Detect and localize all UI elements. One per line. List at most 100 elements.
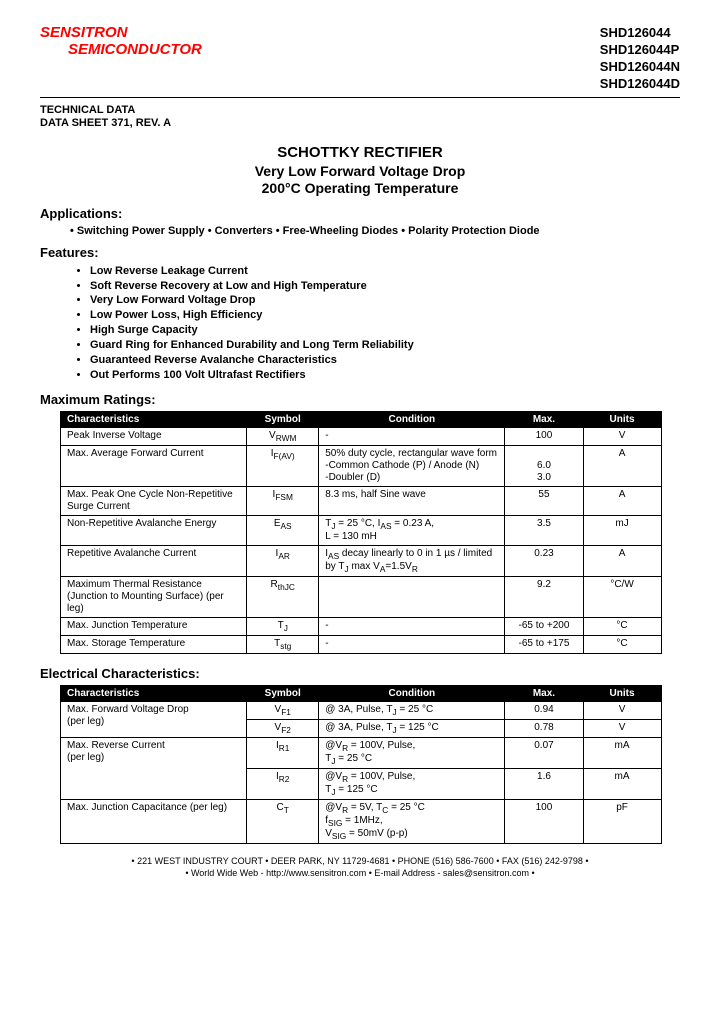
units-cell: A bbox=[583, 487, 661, 516]
units-cell: V bbox=[583, 720, 661, 738]
title-block: SCHOTTKY RECTIFIER Very Low Forward Volt… bbox=[40, 144, 680, 198]
elec-char-table: CharacteristicsSymbolConditionMax.UnitsM… bbox=[60, 685, 662, 844]
table-header-cell: Condition bbox=[319, 412, 505, 428]
table-header-cell: Symbol bbox=[247, 412, 319, 428]
header: SENSITRON SEMICONDUCTOR SHD126044 SHD126… bbox=[40, 25, 680, 93]
feature-item: Guaranteed Reverse Avalanche Characteris… bbox=[90, 353, 680, 368]
footer-line: • 221 WEST INDUSTRY COURT • DEER PARK, N… bbox=[40, 856, 680, 868]
char-cell: Max. Peak One Cycle Non-Repetitive Surge… bbox=[61, 487, 247, 516]
max-cell: 55 bbox=[505, 487, 583, 516]
max-cell: 0.23 bbox=[505, 546, 583, 577]
condition-cell: @VR = 100V, Pulse,TJ = 125 °C bbox=[319, 769, 505, 800]
table-header-cell: Units bbox=[583, 412, 661, 428]
condition-cell bbox=[319, 577, 505, 618]
title-line: 200°C Operating Temperature bbox=[40, 180, 680, 198]
char-cell: Non-Repetitive Avalanche Energy bbox=[61, 516, 247, 546]
max-cell: -65 to +175 bbox=[505, 636, 583, 654]
max-cell: 100 bbox=[505, 800, 583, 844]
feature-item: Guard Ring for Enhanced Durability and L… bbox=[90, 338, 680, 353]
feature-item: Low Power Loss, High Efficiency bbox=[90, 308, 680, 323]
char-cell: Max. Forward Voltage Drop(per leg) bbox=[61, 702, 247, 738]
char-cell: Max. Storage Temperature bbox=[61, 636, 247, 654]
symbol-cell: IFSM bbox=[247, 487, 319, 516]
condition-cell: @ 3A, Pulse, TJ = 25 °C bbox=[319, 702, 505, 720]
table-row: Max. Peak One Cycle Non-Repetitive Surge… bbox=[61, 487, 662, 516]
logo-line2: SEMICONDUCTOR bbox=[40, 42, 202, 59]
elec-char-heading: Electrical Characteristics: bbox=[40, 666, 680, 681]
feature-item: Low Reverse Leakage Current bbox=[90, 264, 680, 279]
header-divider bbox=[40, 97, 680, 98]
table-header-cell: Characteristics bbox=[61, 686, 247, 702]
condition-cell: - bbox=[319, 636, 505, 654]
feature-item: Out Performs 100 Volt Ultrafast Rectifie… bbox=[90, 368, 680, 383]
condition-cell: @ 3A, Pulse, TJ = 125 °C bbox=[319, 720, 505, 738]
table-row: Non-Repetitive Avalanche EnergyEASTJ = 2… bbox=[61, 516, 662, 546]
symbol-cell: IAR bbox=[247, 546, 319, 577]
symbol-cell: TJ bbox=[247, 618, 319, 636]
units-cell: °C/W bbox=[583, 577, 661, 618]
table-header-cell: Max. bbox=[505, 686, 583, 702]
symbol-cell: EAS bbox=[247, 516, 319, 546]
datasheet-page: SENSITRON SEMICONDUCTOR SHD126044 SHD126… bbox=[0, 0, 720, 900]
table-row: Max. Junction Capacitance (per leg)CT@VR… bbox=[61, 800, 662, 844]
table-header-cell: Max. bbox=[505, 412, 583, 428]
footer-line: • World Wide Web - http://www.sensitron.… bbox=[40, 868, 680, 880]
company-logo: SENSITRON SEMICONDUCTOR bbox=[40, 25, 202, 58]
tech-data-line: TECHNICAL DATA bbox=[40, 104, 680, 117]
units-cell: mA bbox=[583, 769, 661, 800]
tech-data-line: DATA SHEET 371, REV. A bbox=[40, 117, 680, 130]
condition-cell: - bbox=[319, 618, 505, 636]
symbol-cell: VRWM bbox=[247, 428, 319, 446]
units-cell: pF bbox=[583, 800, 661, 844]
part-number: SHD126044 bbox=[600, 25, 680, 42]
part-number: SHD126044D bbox=[600, 76, 680, 93]
char-cell: Max. Junction Capacitance (per leg) bbox=[61, 800, 247, 844]
part-number-list: SHD126044 SHD126044P SHD126044N SHD12604… bbox=[600, 25, 680, 93]
symbol-cell: CT bbox=[247, 800, 319, 844]
char-cell: Max. Average Forward Current bbox=[61, 446, 247, 487]
condition-cell: 8.3 ms, half Sine wave bbox=[319, 487, 505, 516]
table-row: Max. Storage TemperatureTstg--65 to +175… bbox=[61, 636, 662, 654]
title-line: Very Low Forward Voltage Drop bbox=[40, 163, 680, 181]
table-header-cell: Units bbox=[583, 686, 661, 702]
max-cell: -65 to +200 bbox=[505, 618, 583, 636]
units-cell: °C bbox=[583, 636, 661, 654]
char-cell: Max. Reverse Current(per leg) bbox=[61, 738, 247, 800]
symbol-cell: IR2 bbox=[247, 769, 319, 800]
units-cell: °C bbox=[583, 618, 661, 636]
units-cell: V bbox=[583, 428, 661, 446]
logo-line1: SENSITRON bbox=[40, 25, 202, 42]
max-cell: 6.03.0 bbox=[505, 446, 583, 487]
char-cell: Repetitive Avalanche Current bbox=[61, 546, 247, 577]
condition-cell: 50% duty cycle, rectangular wave form-Co… bbox=[319, 446, 505, 487]
char-cell: Max. Junction Temperature bbox=[61, 618, 247, 636]
max-cell: 0.78 bbox=[505, 720, 583, 738]
char-cell: Peak Inverse Voltage bbox=[61, 428, 247, 446]
char-cell: Maximum Thermal Resistance (Junction to … bbox=[61, 577, 247, 618]
applications-items: • Switching Power Supply • Converters • … bbox=[70, 225, 680, 237]
symbol-cell: Tstg bbox=[247, 636, 319, 654]
table-row: Max. Junction TemperatureTJ--65 to +200°… bbox=[61, 618, 662, 636]
feature-item: Soft Reverse Recovery at Low and High Te… bbox=[90, 279, 680, 294]
condition-cell: @VR = 5V, TC = 25 °CfSIG = 1MHz,VSIG = 5… bbox=[319, 800, 505, 844]
max-ratings-table: CharacteristicsSymbolConditionMax.UnitsP… bbox=[60, 411, 662, 654]
table-row: Peak Inverse VoltageVRWM-100V bbox=[61, 428, 662, 446]
symbol-cell: RthJC bbox=[247, 577, 319, 618]
footer: • 221 WEST INDUSTRY COURT • DEER PARK, N… bbox=[40, 856, 680, 879]
max-cell: 3.5 bbox=[505, 516, 583, 546]
units-cell: mA bbox=[583, 738, 661, 769]
table-row: Max. Reverse Current(per leg)IR1@VR = 10… bbox=[61, 738, 662, 769]
max-cell: 0.07 bbox=[505, 738, 583, 769]
feature-item: High Surge Capacity bbox=[90, 323, 680, 338]
symbol-cell: VF2 bbox=[247, 720, 319, 738]
max-cell: 1.6 bbox=[505, 769, 583, 800]
table-header-cell: Condition bbox=[319, 686, 505, 702]
condition-cell: TJ = 25 °C, IAS = 0.23 A,L = 130 mH bbox=[319, 516, 505, 546]
max-cell: 0.94 bbox=[505, 702, 583, 720]
features-list: Low Reverse Leakage Current Soft Reverse… bbox=[90, 264, 680, 383]
part-number: SHD126044P bbox=[600, 42, 680, 59]
feature-item: Very Low Forward Voltage Drop bbox=[90, 293, 680, 308]
units-cell: mJ bbox=[583, 516, 661, 546]
units-cell: V bbox=[583, 702, 661, 720]
max-cell: 9.2 bbox=[505, 577, 583, 618]
